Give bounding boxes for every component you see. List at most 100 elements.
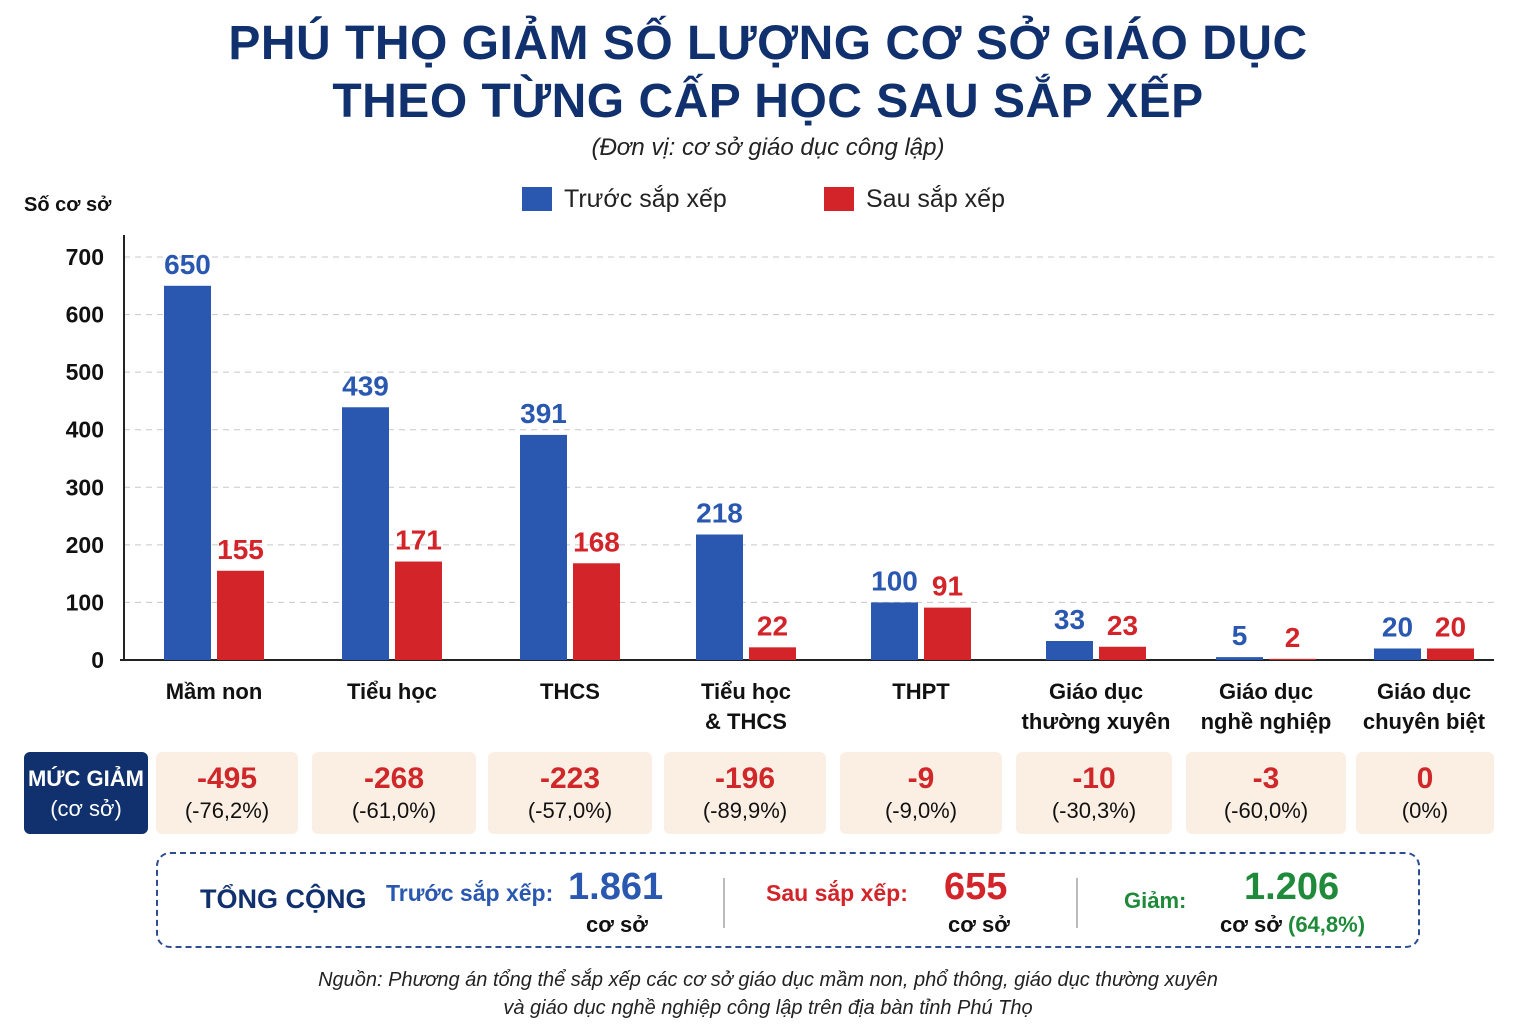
bar-chart: 0 100 200 300 400 500 600 700 650 155 439 171 391 168…	[66, 235, 1494, 673]
bar-after	[573, 563, 620, 660]
x-tick-label: Tiểu học	[346, 679, 438, 704]
bar-before	[1216, 657, 1263, 660]
y-tick-label: 700	[66, 244, 104, 270]
x-tick-label: Giáo dục thường xuyên	[1021, 679, 1171, 734]
y-tick-label: 400	[66, 417, 104, 443]
bar-before	[871, 602, 918, 660]
decrease-value: -10	[1072, 762, 1116, 795]
y-tick-label: 500	[66, 359, 104, 385]
bar-before	[520, 434, 567, 660]
bar-before	[1046, 641, 1093, 660]
decrease-percent: (-57,0%)	[527, 798, 613, 823]
data-label-after: 171	[395, 525, 442, 556]
bar-before	[1374, 648, 1421, 660]
decrease-value: -268	[363, 762, 425, 795]
y-tick-label: 0	[91, 647, 104, 673]
totals-reduced-percent: (64,8%)	[1288, 912, 1366, 937]
decrease-cell: -223 (-57,0%)	[488, 752, 652, 834]
y-tick-label: 100	[66, 589, 104, 615]
x-tick-label: Mầm non	[165, 679, 263, 704]
decrease-percent: (-30,3%)	[1051, 798, 1137, 823]
y-tick-label: 300	[66, 474, 104, 500]
bar-after	[1269, 658, 1316, 660]
x-tick-label: THCS	[540, 679, 600, 704]
bar-after	[924, 607, 971, 660]
totals-before-unit: cơ sở	[586, 912, 648, 937]
decrease-cell: 0 (0%)	[1356, 752, 1494, 834]
totals-after-unit: cơ sở	[948, 912, 1010, 937]
x-tick-label: Giáo dục chuyên biệt	[1362, 679, 1486, 734]
legend-label-before: Trước sắp xếp	[564, 184, 727, 213]
totals-box: TỔNG CỘNG Trước sắp xếp: 1.861 cơ sở Sau…	[156, 852, 1420, 948]
totals-before-value: 1.861	[568, 866, 664, 908]
decrease-cell: -10 (-30,3%)	[1016, 752, 1172, 834]
totals-before-label: Trước sắp xếp:	[386, 880, 554, 906]
decrease-value: -223	[539, 762, 601, 795]
bar-before	[342, 407, 389, 660]
data-label-before: 100	[871, 565, 918, 596]
decrease-percent: (-61,0%)	[351, 798, 437, 823]
decrease-cell: -3 (-60,0%)	[1186, 752, 1346, 834]
bar-before	[164, 285, 211, 660]
decrease-value: -3	[1252, 762, 1280, 795]
bar-after	[217, 570, 264, 660]
legend-label-after: Sau sắp xếp	[866, 184, 1005, 213]
chart-title-line2: THEO TỪNG CẤP HỌC SAU SẮP XẾP	[332, 75, 1204, 128]
totals-reduced-label: Giảm:	[1124, 888, 1187, 913]
x-tick-label: Tiểu học & THCS	[700, 679, 792, 734]
data-label-before: 218	[696, 497, 743, 528]
chart-unit: (Đơn vị: cơ sở giáo dục công lập)	[591, 134, 945, 161]
legend-item-after: Sau sắp xếp	[824, 184, 1005, 214]
data-label-before: 391	[520, 398, 567, 429]
data-label-after: 155	[217, 534, 264, 565]
decrease-value: -495	[196, 762, 258, 795]
decrease-cell: -196 (-89,9%)	[664, 752, 826, 834]
data-label-before: 439	[342, 370, 389, 401]
data-label-before: 650	[164, 249, 211, 280]
decrease-cell: -9 (-9,0%)	[840, 752, 1002, 834]
legend-item-before: Trước sắp xếp	[522, 184, 727, 214]
data-label-after: 23	[1107, 610, 1138, 641]
data-label-after: 20	[1435, 611, 1466, 642]
totals-label: TỔNG CỘNG	[200, 884, 367, 914]
bar-after	[1099, 646, 1146, 660]
decrease-percent: (0%)	[1401, 798, 1449, 823]
bar-before	[696, 534, 743, 660]
decrease-value: -196	[714, 762, 776, 795]
x-tick-label: THPT	[892, 679, 950, 704]
source-line2: và giáo dục nghề nghiệp công lập trên đị…	[503, 997, 1033, 1019]
data-label-before: 20	[1382, 611, 1413, 642]
y-tick-label: 600	[66, 302, 104, 328]
y-tick-label: 200	[66, 532, 104, 558]
bar-after	[1427, 648, 1474, 660]
data-label-before: 5	[1232, 620, 1248, 651]
data-label-after: 168	[573, 526, 620, 557]
legend-swatch-before	[522, 187, 552, 211]
totals-separator-2	[1076, 878, 1078, 928]
decrease-value: -9	[907, 762, 935, 795]
data-label-after: 91	[932, 571, 963, 602]
y-axis-label: Số cơ sở	[24, 194, 112, 216]
totals-after-label: Sau sắp xếp:	[766, 880, 908, 906]
decrease-label-box: MỨC GIẢM (cơ sở)	[24, 752, 148, 834]
source-line1: Nguồn: Phương án tổng thể sắp xếp các cơ…	[318, 969, 1218, 991]
totals-separator-1	[723, 878, 725, 928]
bar-after	[749, 647, 796, 660]
decrease-percent: (-60,0%)	[1223, 798, 1309, 823]
totals-reduced-unit: cơ sở	[1220, 912, 1282, 937]
data-label-before: 33	[1054, 604, 1085, 635]
data-label-after: 2	[1285, 622, 1301, 653]
totals-reduced-value: 1.206	[1244, 866, 1340, 908]
decrease-label-line2: (cơ sở)	[50, 796, 122, 821]
decrease-percent: (-76,2%)	[184, 798, 270, 823]
decrease-cell: -495 (-76,2%)	[156, 752, 298, 834]
data-label-after: 22	[757, 610, 788, 641]
totals-after-value: 655	[944, 866, 1008, 908]
x-tick-label: Giáo dục nghề nghiệp	[1200, 679, 1332, 734]
bar-after	[395, 561, 442, 660]
decrease-cell: -268 (-61,0%)	[312, 752, 476, 834]
legend-swatch-after	[824, 187, 854, 211]
totals-reduced-unit-line: cơ sở (64,8%)	[1220, 912, 1365, 938]
source-note: Nguồn: Phương án tổng thể sắp xếp các cơ…	[0, 966, 1536, 1022]
chart-title-line1: PHÚ THỌ GIẢM SỐ LƯỢNG CƠ SỞ GIÁO DỤC	[228, 17, 1308, 70]
